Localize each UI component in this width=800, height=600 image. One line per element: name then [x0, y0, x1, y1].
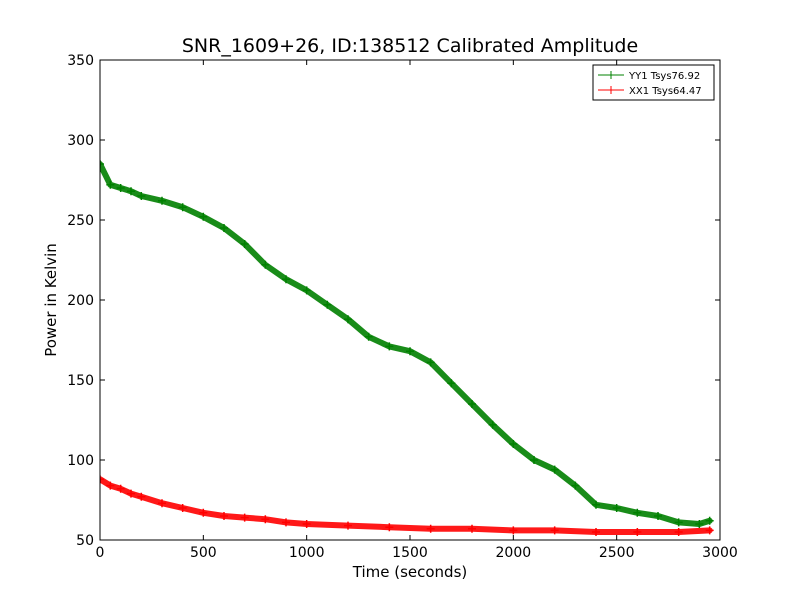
- series-group: [100, 160, 714, 536]
- series-1-point: [137, 492, 146, 501]
- series-1-point: [100, 475, 104, 484]
- series-1-point: [385, 523, 394, 532]
- series-1-point: [158, 499, 166, 508]
- legend: YY1 Tsys76.92 XX1 Tsys64.47: [592, 64, 715, 101]
- series-0-point: [344, 315, 352, 324]
- series-0-point: [571, 481, 580, 490]
- series-0-point: [178, 203, 187, 212]
- x-tick-label: 2500: [599, 545, 635, 561]
- x-axis-label: Time (seconds): [352, 563, 468, 581]
- series-0-point: [426, 358, 435, 367]
- series-0-point: [261, 260, 270, 269]
- y-tick-label: 350: [67, 53, 94, 69]
- series-0-point: [302, 286, 311, 295]
- series-0-point: [106, 180, 115, 189]
- series-1-point: [344, 521, 352, 530]
- x-tick-label: 1000: [289, 545, 325, 561]
- series-layer: [100, 160, 714, 536]
- series-0-point: [695, 520, 704, 528]
- series-0-point: [705, 516, 714, 525]
- series-1-point: [127, 489, 135, 498]
- x-tick-label: 3000: [702, 545, 738, 561]
- series-0-point: [116, 184, 125, 192]
- series-0-point: [674, 518, 683, 527]
- series-0-point: [127, 187, 135, 196]
- series-1-point: [468, 524, 476, 533]
- x-tick-label: 2000: [496, 545, 532, 561]
- series-0-point: [468, 400, 476, 408]
- series-0-point: [633, 508, 642, 517]
- series-1-point: [220, 512, 228, 520]
- y-tick-label: 300: [67, 133, 94, 149]
- y-tick-label: 50: [76, 533, 94, 549]
- series-1-point: [178, 504, 187, 512]
- series-1-point: [261, 515, 270, 524]
- series-1-point: [106, 481, 115, 490]
- series-0-point: [530, 456, 538, 464]
- series-0-point: [550, 465, 559, 474]
- y-tick-label: 100: [67, 453, 94, 469]
- y-tick-label: 250: [67, 213, 94, 229]
- y-tick-label: 200: [67, 293, 94, 309]
- y-tick-label: 150: [67, 373, 94, 389]
- legend-marker-xx1: [607, 86, 615, 94]
- chart-title: SNR_1609+26, ID:138512 Calibrated Amplit…: [182, 35, 638, 57]
- ticks-layer: 0 500 1000 1500 2000 2500 3000 50 100 150 200 250 30…: [67, 53, 738, 561]
- series-1-point: [550, 526, 559, 535]
- series-0-point: [199, 212, 208, 221]
- series-1-point: [674, 528, 683, 536]
- series-0-point: [488, 420, 497, 429]
- legend-box: [592, 64, 715, 101]
- y-axis-label: Power in Kelvin: [42, 243, 60, 357]
- legend-label-xx1: XX1 Tsys64.47: [629, 86, 702, 97]
- series-0-point: [323, 300, 332, 309]
- series-1-point: [592, 528, 600, 536]
- x-tick-label: 500: [190, 545, 217, 561]
- x-tick-label: 0: [96, 545, 105, 561]
- series-0-point: [654, 512, 662, 520]
- series-1-point: [705, 526, 714, 535]
- x-tick-label: 1500: [392, 545, 428, 561]
- series-0-point: [612, 504, 621, 512]
- series-0-point: [137, 192, 146, 200]
- series-0-point: [592, 500, 600, 509]
- series-0-point: [158, 196, 166, 205]
- series-0-point: [220, 224, 228, 232]
- series-0-point: [282, 275, 290, 284]
- series-1-point: [509, 526, 518, 535]
- series-0-point: [385, 342, 394, 351]
- series-1-point: [240, 513, 249, 522]
- series-0-point: [364, 332, 373, 341]
- series-1-point: [116, 484, 125, 493]
- series-0-point: [509, 440, 518, 448]
- series-1-point: [633, 528, 642, 536]
- legend-label-yy1: YY1 Tsys76.92: [628, 71, 700, 82]
- series-1-point: [199, 508, 208, 517]
- series-0-point: [406, 347, 414, 356]
- series-1-point: [302, 520, 311, 528]
- series-1-point: [282, 518, 290, 527]
- legend-marker-yy1: [607, 71, 615, 79]
- series-0-point: [447, 379, 456, 388]
- series-0-point: [100, 160, 104, 168]
- series-1-point: [426, 524, 435, 533]
- series-0-point: [240, 240, 249, 248]
